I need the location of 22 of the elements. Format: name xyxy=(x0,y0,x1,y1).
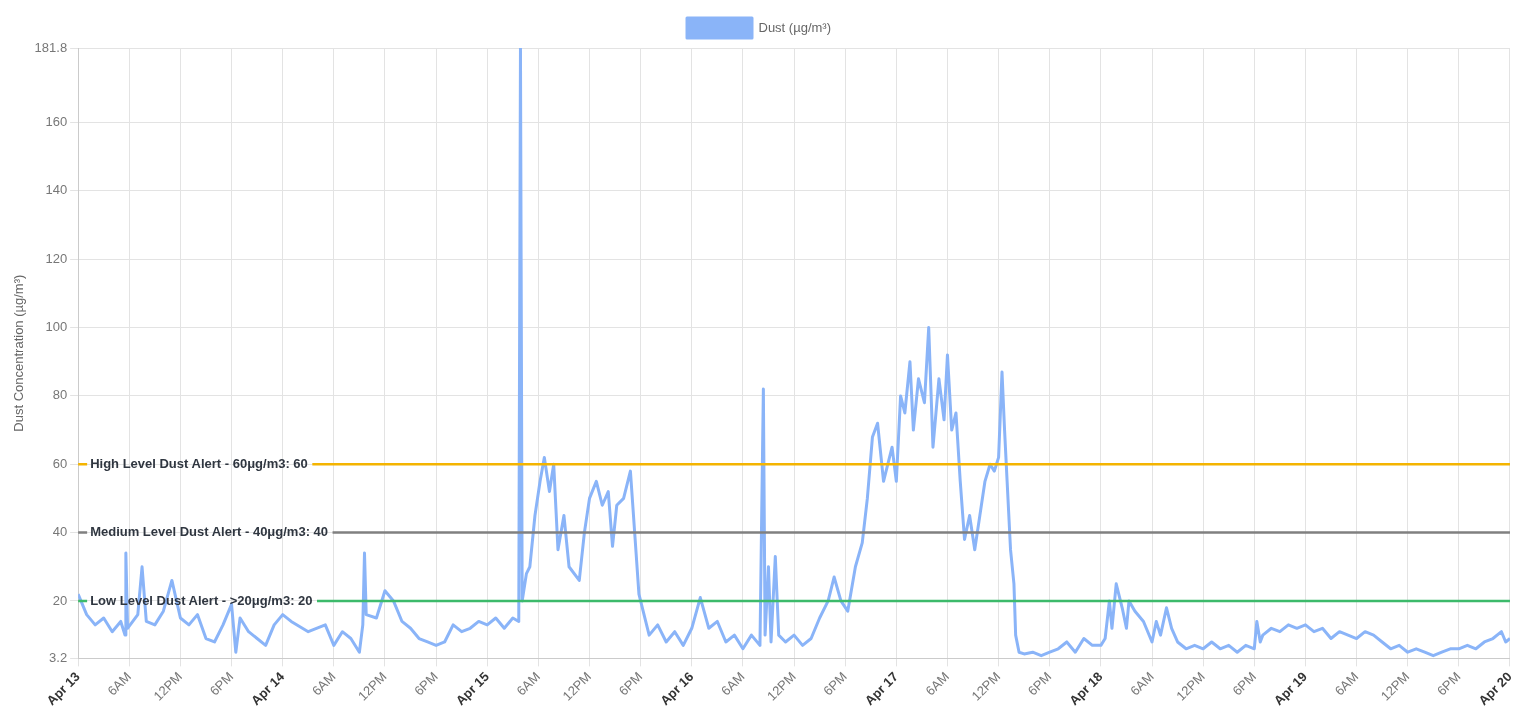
y-tick-label: 60 xyxy=(52,455,68,471)
x-tick-label: Apr 17 xyxy=(861,668,901,709)
y-axis-title: Dust Concentration (µg/m³) xyxy=(11,274,27,432)
x-tick-label: Apr 13 xyxy=(43,668,83,709)
y-tick-label: 140 xyxy=(45,182,68,198)
x-tick-label: Apr 16 xyxy=(657,668,697,709)
y-tick-label: 3.2 xyxy=(49,649,68,665)
y-tick-label: 100 xyxy=(45,319,68,335)
y-tick-label: 20 xyxy=(52,592,68,608)
y-tick-label: 80 xyxy=(52,387,68,403)
x-tick-label: Apr 15 xyxy=(452,668,492,709)
y-tick-label: 160 xyxy=(45,114,68,130)
y-tick-label: 40 xyxy=(52,524,68,540)
x-tick-label: Apr 19 xyxy=(1270,668,1311,709)
y-tick-label: 181.8 xyxy=(34,39,68,55)
x-tick-label: Apr 18 xyxy=(1066,668,1106,709)
x-tick-label: Apr 14 xyxy=(248,668,288,709)
x-tick-label: Apr 20 xyxy=(1475,668,1515,709)
y-tick-label: 120 xyxy=(45,250,68,266)
legend-label: Dust (µg/m³) xyxy=(758,19,831,35)
ref-line-label: Medium Level Dust Alert - 40μg/m3: 40 xyxy=(90,524,329,540)
ref-line-label: High Level Dust Alert - 60μg/m3: 60 xyxy=(90,455,308,471)
